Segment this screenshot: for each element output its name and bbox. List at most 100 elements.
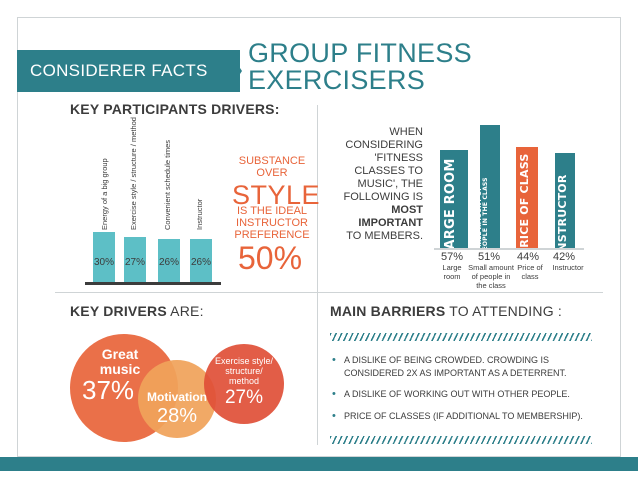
bullet-icon: • — [332, 410, 336, 422]
considering-line9: TO MEMBERS. — [346, 230, 423, 242]
driver-bar-schedule — [158, 239, 180, 282]
exercise-style-line1: Exercise style/ — [214, 356, 274, 366]
considering-line7: MOST — [391, 204, 423, 216]
substance-text: SUBSTANCE OVER — [230, 155, 314, 179]
barrier-item: • PRICE OF CLASSES (IF ADDITIONAL TO MEM… — [332, 410, 594, 423]
hatch-divider-top — [330, 333, 592, 341]
importance-bar-text-large-room: LARGE ROOM — [443, 158, 458, 258]
considering-line8: IMPORTANT — [358, 217, 423, 229]
importance-bar-large-room: LARGE ROOM — [440, 150, 468, 258]
small-amount-line2: PEOPLE IN THE CLASS — [482, 177, 489, 255]
importance-bar-text-instructor: INSTRUCTOR — [556, 174, 569, 256]
exercise-style-label: Exercise style/ structure/ method — [206, 356, 282, 386]
bullet-icon: • — [332, 354, 336, 366]
caption-instructor: Instructor — [552, 263, 584, 272]
caption-small-amount: Small amount — [468, 263, 514, 272]
exercise-style-line3: method — [228, 376, 260, 386]
page-title: GROUP FITNESS EXERCISERS — [248, 40, 472, 94]
driver-label-energy: Energy of a big group — [100, 158, 109, 230]
barrier-1-line2: CONSIDERED 2X AS IMPORTANT AS A DETERREN… — [344, 368, 567, 378]
caption-price-of: Price of — [517, 263, 543, 272]
key-drivers-heading-bold: KEY DRIVERS — [70, 303, 167, 319]
considering-line2: CONSIDERING — [345, 139, 423, 151]
barrier-item: • A DISLIKE OF BEING CROWDED. CROWDING I… — [332, 354, 594, 380]
importance-bar-price: PRICE OF CLASS — [516, 147, 538, 256]
driver-value-instructor: 26% — [190, 257, 211, 268]
barrier-3-line1: PRICE OF CLASSES (IF ADDITIONAL TO MEMBE… — [344, 411, 583, 421]
considering-line1: WHEN — [389, 126, 423, 138]
motivation-label: Motivation — [147, 390, 207, 404]
page-frame — [17, 17, 621, 457]
driver-value-schedule: 26% — [158, 257, 179, 268]
considering-line4: CLASSES TO — [354, 165, 423, 177]
exercise-style-value: 27% — [224, 387, 264, 408]
substance-line2: OVER — [256, 167, 288, 179]
importance-value-large-room: 57% — [441, 251, 464, 263]
motivation-value: 28% — [156, 405, 198, 427]
importance-value-small-amount: 51% — [478, 251, 501, 263]
barriers-heading: MAIN BARRIERS TO ATTENDING : — [330, 303, 562, 319]
importance-caption-small-amount: Small amount of people in the class — [465, 263, 517, 290]
importance-baseline — [434, 248, 584, 250]
participants-heading: KEY PARTICIPANTS DRIVERS: — [70, 101, 280, 117]
hatch-divider-bottom — [330, 436, 592, 444]
importance-bar-small-amount: SMALL AMOUNT OF PEOPLE IN THE CLASS — [476, 125, 500, 255]
title-line2: EXERCISERS — [248, 65, 426, 95]
driver-label-schedule: Convenient schedule times — [163, 139, 172, 230]
exercise-style-line2: structure/ — [225, 366, 263, 376]
style-word: STYLE — [232, 180, 321, 210]
key-drivers-heading-rest: ARE: — [166, 303, 204, 319]
tag-arrow — [228, 50, 242, 92]
driver-bar-instructor — [190, 239, 212, 282]
driver-label-instructor: Instructor — [195, 198, 204, 230]
vertical-divider — [317, 105, 318, 445]
barrier-1-line1: A DISLIKE OF BEING CROWDED. CROWDING IS — [344, 355, 550, 365]
driver-value-exercise-style: 27% — [124, 257, 145, 268]
great-music-line1: Great — [101, 346, 139, 362]
considering-text: WHEN CONSIDERING 'FITNESS CLASSES TO MUS… — [325, 126, 423, 243]
barrier-item: • A DISLIKE OF WORKING OUT WITH OTHER PE… — [332, 388, 594, 401]
ideal-line1: IS THE IDEAL — [236, 205, 308, 217]
title-line1: GROUP FITNESS — [248, 38, 472, 68]
importance-caption-instructor: Instructor — [548, 263, 588, 272]
drivers-baseline — [85, 282, 221, 285]
ideal-line2: INSTRUCTOR — [236, 217, 308, 229]
motivation-circle — [138, 360, 216, 438]
caption-the-class: the class — [476, 281, 506, 290]
caption-room: room — [443, 272, 461, 281]
importance-value-instructor: 42% — [553, 251, 576, 263]
driver-label-exercise-style: Exercise style / structure / method — [129, 117, 138, 230]
preference-value: 50% — [238, 240, 303, 276]
considering-line6: FOLLOWING IS — [343, 191, 423, 203]
considering-line3: 'FITNESS — [374, 152, 423, 164]
exercise-style-circle — [204, 344, 284, 424]
importance-caption-price: Price of class — [513, 263, 547, 281]
caption-of-people: of people in — [471, 272, 511, 281]
driver-value-energy: 30% — [93, 257, 114, 268]
barriers-heading-rest: TO ATTENDING : — [445, 303, 562, 319]
driver-bar-energy — [93, 232, 115, 282]
great-music-label: Great music — [92, 347, 148, 377]
bottom-bar — [0, 457, 638, 471]
ideal-preference-text: IS THE IDEAL INSTRUCTOR PREFERENCE — [230, 205, 314, 241]
tag-label: CONSIDERER FACTS — [30, 61, 208, 80]
caption-large: Large — [442, 263, 462, 272]
barriers-heading-bold: MAIN BARRIERS — [330, 303, 446, 319]
key-drivers-heading: KEY DRIVERS ARE: — [70, 303, 204, 319]
participants-heading-text: KEY PARTICIPANTS DRIVERS: — [70, 101, 280, 117]
substance-line1: SUBSTANCE — [238, 155, 306, 167]
bullet-icon: • — [332, 388, 336, 400]
importance-caption-large-room: Large room — [437, 263, 467, 281]
importance-bar-instructor: INSTRUCTOR — [555, 153, 575, 256]
horizontal-divider — [55, 292, 603, 293]
ideal-line3: PREFERENCE — [234, 229, 310, 241]
barrier-2-line1: A DISLIKE OF WORKING OUT WITH OTHER PEOP… — [344, 389, 570, 399]
caption-class: class — [521, 272, 539, 281]
considerer-facts-tag: CONSIDERER FACTS — [17, 50, 240, 92]
driver-bar-exercise-style — [124, 237, 146, 282]
considering-line5: MUSIC', THE — [357, 178, 423, 190]
importance-bar-text-price: PRICE OF CLASS — [518, 153, 531, 256]
great-music-line2: music — [99, 361, 141, 377]
importance-bar-text-small-amount: SMALL AMOUNT OF PEOPLE IN THE CLASS — [476, 177, 489, 255]
importance-value-price: 44% — [517, 251, 540, 263]
